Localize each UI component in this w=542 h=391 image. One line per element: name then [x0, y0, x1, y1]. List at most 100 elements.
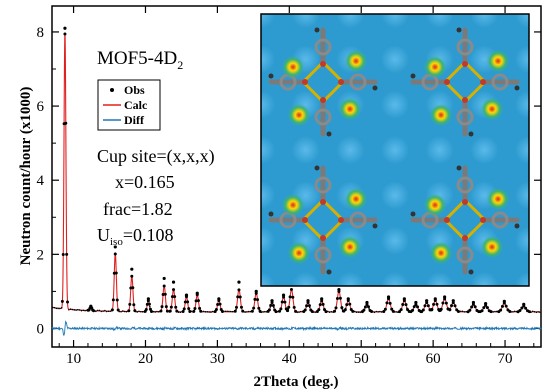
inset-density-map-image — [247, 0, 542, 300]
obs-point — [149, 306, 151, 308]
density-hotspot — [424, 56, 446, 78]
obs-point — [356, 311, 358, 313]
x-tick-label: 70 — [498, 351, 513, 367]
obs-point — [239, 296, 242, 299]
obs-peak-point — [403, 297, 406, 300]
obs-point — [537, 311, 539, 313]
obs-point — [400, 308, 403, 311]
obs-point — [225, 310, 227, 312]
obs-point — [156, 311, 158, 313]
obs-point — [334, 306, 337, 309]
density-blob — [381, 136, 409, 164]
obs-point — [492, 311, 494, 313]
obs-point — [182, 310, 185, 313]
oxygen-atom — [444, 79, 450, 85]
obs-point — [127, 309, 130, 312]
density-hotspot — [424, 194, 446, 216]
density-hotspot — [288, 104, 310, 126]
obs-point — [197, 299, 200, 302]
obs-point — [351, 310, 354, 313]
obs-peak-point — [503, 300, 506, 303]
x-axis-title: 2Theta (deg.) — [254, 374, 339, 390]
obs-point — [241, 310, 244, 313]
y-tick-label: 8 — [37, 25, 45, 41]
obs-point — [180, 311, 182, 313]
obs-point — [501, 305, 504, 308]
obs-point — [468, 309, 471, 312]
legend-calc-label: Calc — [124, 98, 148, 112]
obs-point — [92, 309, 95, 312]
obs-point — [112, 298, 115, 301]
obs-point — [379, 311, 381, 313]
obs-point — [294, 310, 297, 313]
obs-point — [148, 303, 151, 306]
obs-point — [52, 307, 54, 309]
obs-point — [304, 309, 307, 312]
obs-point — [203, 311, 205, 313]
obs-point — [322, 303, 325, 306]
obs-point — [246, 311, 248, 313]
obs-point — [57, 308, 59, 310]
obs-point — [256, 298, 259, 301]
obs-peak-point — [443, 295, 446, 298]
obs-point — [427, 304, 430, 307]
obs-point — [283, 301, 286, 304]
obs-point — [66, 301, 69, 304]
obs-point — [539, 311, 541, 313]
obs-point — [524, 307, 527, 310]
obs-point — [287, 306, 290, 309]
obs-point — [208, 311, 210, 313]
obs-point — [395, 311, 397, 313]
obs-peak-point — [452, 299, 455, 302]
obs-peak-point — [472, 301, 475, 304]
obs-point — [104, 310, 106, 312]
obs-point — [494, 311, 496, 313]
obs-point — [392, 310, 395, 313]
obs-point — [81, 310, 83, 312]
obs-point — [441, 301, 444, 304]
obs-peak-point — [172, 281, 175, 284]
oxygen-atom — [320, 235, 326, 241]
obs-point — [170, 306, 173, 309]
obs-peak-point — [217, 297, 220, 300]
obs-point — [358, 311, 360, 313]
obs-point — [133, 309, 136, 312]
obs-peak-point — [63, 27, 66, 30]
x-tick-label: 30 — [210, 351, 225, 367]
obs-point — [377, 311, 379, 313]
obs-point — [56, 308, 58, 310]
obs-point — [445, 302, 448, 305]
obs-point — [275, 310, 278, 313]
obs-point — [448, 308, 451, 311]
oxygen-atom — [480, 79, 486, 85]
density-blob — [426, 136, 454, 164]
uiso-subscript: iso — [110, 236, 123, 248]
x-tick-label: 40 — [282, 351, 297, 367]
obs-point — [199, 310, 202, 313]
oxygen-atom — [444, 217, 450, 223]
hydrogen-atom — [411, 74, 416, 79]
obs-point — [100, 311, 102, 313]
obs-point — [132, 303, 135, 306]
obs-point — [235, 306, 238, 309]
obs-point — [289, 295, 292, 298]
density-blob — [381, 45, 409, 73]
density-hotspot — [430, 242, 452, 264]
y-tick-label: 2 — [37, 247, 45, 263]
obs-point — [432, 303, 435, 306]
obs-point — [481, 309, 484, 312]
obs-point — [272, 304, 275, 307]
obs-peak-point — [89, 305, 92, 308]
obs-peak-point — [484, 302, 487, 305]
obs-point — [221, 310, 224, 313]
density-hotspot — [288, 242, 310, 264]
obs-point — [116, 299, 119, 302]
density-hotspot — [345, 50, 367, 72]
oxygen-atom — [462, 61, 468, 67]
obs-point — [61, 307, 63, 309]
obs-point — [374, 312, 376, 314]
obs-point — [348, 303, 351, 306]
hydrogen-atom — [457, 28, 462, 33]
hydrogen-atom — [269, 212, 274, 217]
hydrogen-atom — [515, 86, 520, 91]
